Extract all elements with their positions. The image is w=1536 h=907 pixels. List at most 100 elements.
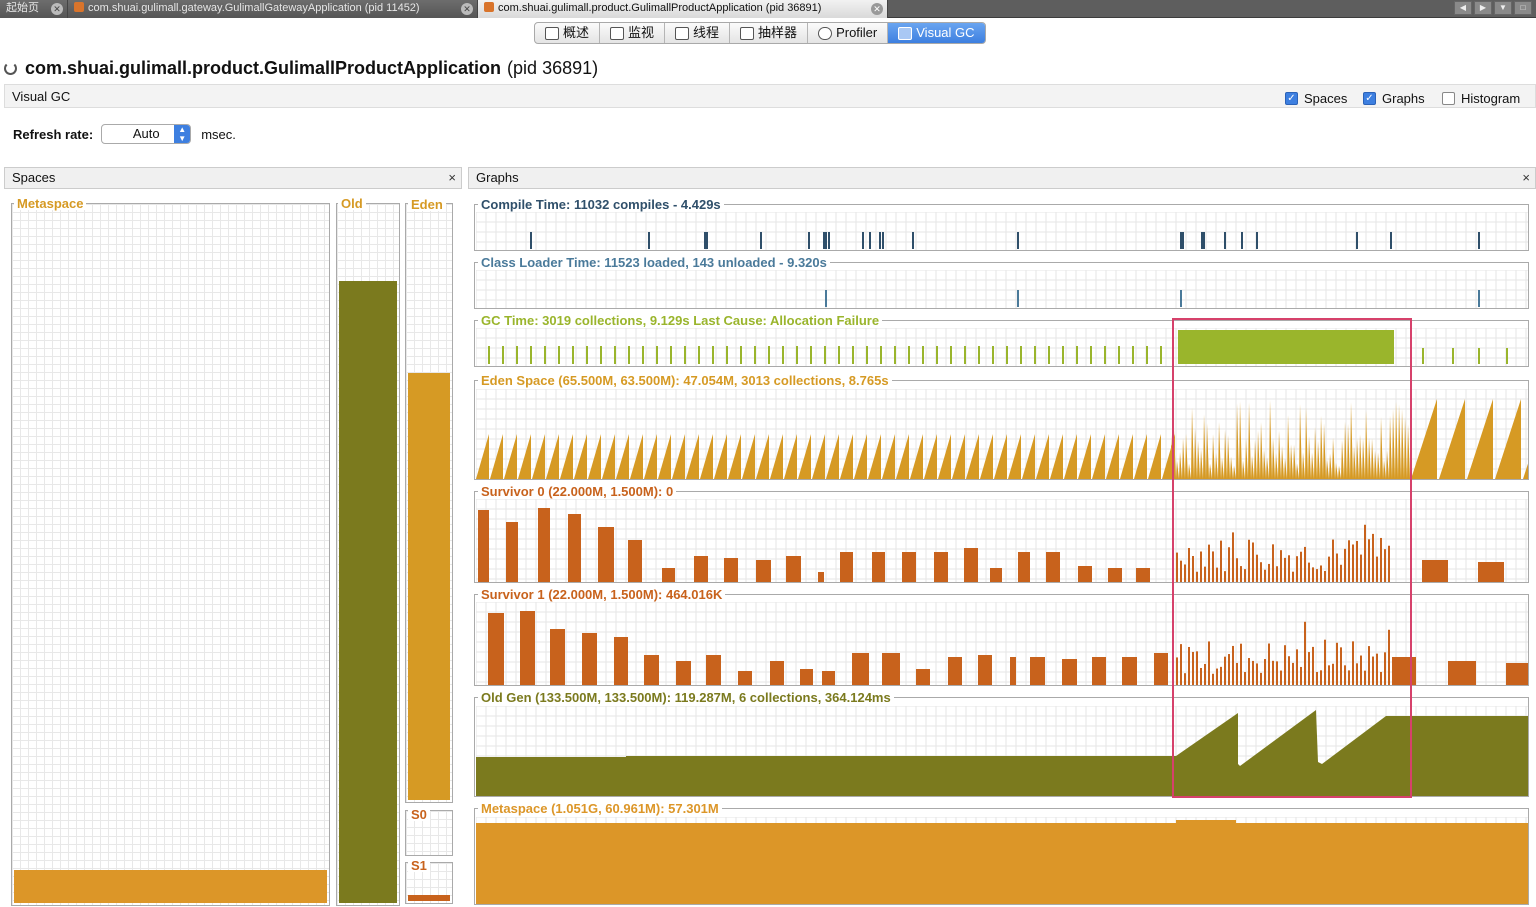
gc-spike — [782, 346, 784, 364]
survivor-spike — [1224, 571, 1226, 582]
survivor-bar — [506, 522, 518, 582]
tab-overview[interactable]: 概述 — [535, 23, 601, 43]
gc-spike — [810, 346, 812, 364]
metaspace-plot — [476, 817, 1528, 904]
tab-sampler[interactable]: 抽样器 — [730, 23, 809, 43]
survivor-bar — [478, 510, 489, 582]
close-icon[interactable]: ✕ — [871, 3, 883, 15]
survivor-spike — [1324, 639, 1326, 685]
gc-time-plot — [476, 328, 1528, 366]
survivor-bar — [676, 661, 691, 685]
scroll-left-icon[interactable]: ◀ — [1454, 1, 1472, 15]
survivor-spike — [1280, 670, 1282, 685]
metaspace-space — [11, 203, 330, 906]
gc-spike — [992, 346, 994, 364]
tab-gateway-app[interactable]: com.shuai.gulimall.gateway.GulimallGatew… — [68, 0, 478, 18]
sampler-icon — [740, 26, 755, 40]
window-controls: ◀ ▶ ▼ □ — [1454, 1, 1532, 15]
survivor-spike — [1260, 562, 1262, 582]
gc-spike — [600, 346, 602, 364]
close-icon[interactable]: × — [448, 170, 456, 185]
compile-spike — [1224, 232, 1226, 249]
chevron-updown-icon: ▲ ▼ — [174, 125, 191, 143]
document-tab-bar: 起始页 ✕ com.shuai.gulimall.gateway.Gulimal… — [0, 0, 1536, 18]
survivor-spike — [1308, 652, 1310, 685]
survivor-bar — [1136, 568, 1150, 582]
survivor-spike — [1260, 672, 1262, 685]
loading-spinner-icon — [4, 62, 17, 75]
survivor-spike — [1224, 656, 1226, 685]
tab-visual-gc[interactable]: Visual GC — [888, 23, 985, 43]
survivor-bar — [1092, 657, 1106, 685]
survivor-bar — [852, 653, 869, 685]
tab-threads[interactable]: 线程 — [665, 23, 731, 43]
tab-profiler[interactable]: Profiler — [808, 23, 889, 43]
graphs-checkbox[interactable]: ✓ Graphs — [1363, 91, 1425, 106]
compile-spike — [869, 232, 871, 249]
close-icon[interactable]: × — [1522, 170, 1530, 185]
maximize-icon[interactable]: □ — [1514, 1, 1532, 15]
tab-label: 起始页 — [6, 2, 39, 14]
survivor-bar — [822, 671, 835, 685]
tab-label: 线程 — [693, 25, 720, 40]
survivor-spike — [1188, 547, 1190, 582]
panel-title: Spaces — [12, 170, 56, 185]
survivor-bar — [1062, 659, 1077, 685]
survivor-bar — [840, 552, 853, 582]
close-icon[interactable]: ✕ — [461, 3, 473, 15]
survivor-bar — [1108, 568, 1122, 582]
survivor-spike — [1336, 553, 1338, 582]
gc-spike — [1034, 346, 1036, 364]
compile-time-plot — [476, 212, 1528, 250]
tab-monitor[interactable]: 监视 — [600, 23, 666, 43]
survivor-spike — [1236, 558, 1238, 582]
survivor-spike — [1364, 670, 1366, 685]
survivor-spike — [1248, 539, 1250, 582]
gc-spike — [502, 346, 504, 364]
checkbox-label: Graphs — [1382, 91, 1425, 106]
old-gen-graph — [474, 697, 1529, 797]
compile-spike — [706, 232, 708, 249]
survivor-bar — [1448, 661, 1476, 685]
survivor-spike — [1344, 665, 1346, 685]
compile-spike — [825, 232, 827, 249]
classload-spike — [1180, 290, 1182, 307]
tab-label: 监视 — [628, 25, 655, 40]
highlight-annotation-box — [1172, 318, 1412, 798]
compile-time-graph — [474, 204, 1529, 251]
survivor-spike — [1380, 671, 1382, 685]
compile-spike — [1356, 232, 1358, 249]
spaces-checkbox[interactable]: ✓ Spaces — [1285, 91, 1347, 106]
survivor-bar — [1422, 560, 1448, 582]
survivor-bar — [964, 548, 978, 582]
survivor-spike — [1352, 641, 1354, 685]
scroll-right-icon[interactable]: ▶ — [1474, 1, 1492, 15]
compile-spike — [808, 232, 810, 249]
survivor-spike — [1240, 566, 1242, 582]
survivor-spike — [1244, 672, 1246, 685]
gc-spike — [964, 346, 966, 364]
gc-spike — [726, 346, 728, 364]
survivor-bar — [538, 508, 550, 582]
tab-product-app[interactable]: com.shuai.gulimall.product.GulimallProdu… — [478, 0, 888, 18]
close-icon[interactable]: ✕ — [51, 3, 63, 15]
refresh-rate-select[interactable]: Auto ▲ ▼ — [101, 124, 192, 144]
survivor-spike — [1268, 643, 1270, 685]
compile-spike — [1203, 232, 1205, 249]
survivor-bar — [1478, 562, 1504, 582]
histogram-checkbox[interactable]: Histogram — [1442, 91, 1520, 106]
survivor-spike — [1312, 646, 1314, 685]
gc-spike — [1160, 346, 1162, 364]
survivor-spike — [1180, 644, 1182, 685]
tab-start-page[interactable]: 起始页 ✕ — [0, 0, 68, 18]
survivor-spike — [1184, 673, 1186, 685]
tab-label: com.shuai.gulimall.product.GulimallProdu… — [498, 2, 822, 14]
refresh-rate-unit: msec. — [201, 126, 236, 142]
survivor-spike — [1272, 660, 1274, 685]
survivor-spike — [1376, 556, 1378, 582]
monitor-icon — [610, 26, 625, 40]
gc-spike — [768, 346, 770, 364]
dropdown-icon[interactable]: ▼ — [1494, 1, 1512, 15]
survivor-spike — [1316, 569, 1318, 582]
survivor-spike — [1320, 670, 1322, 685]
